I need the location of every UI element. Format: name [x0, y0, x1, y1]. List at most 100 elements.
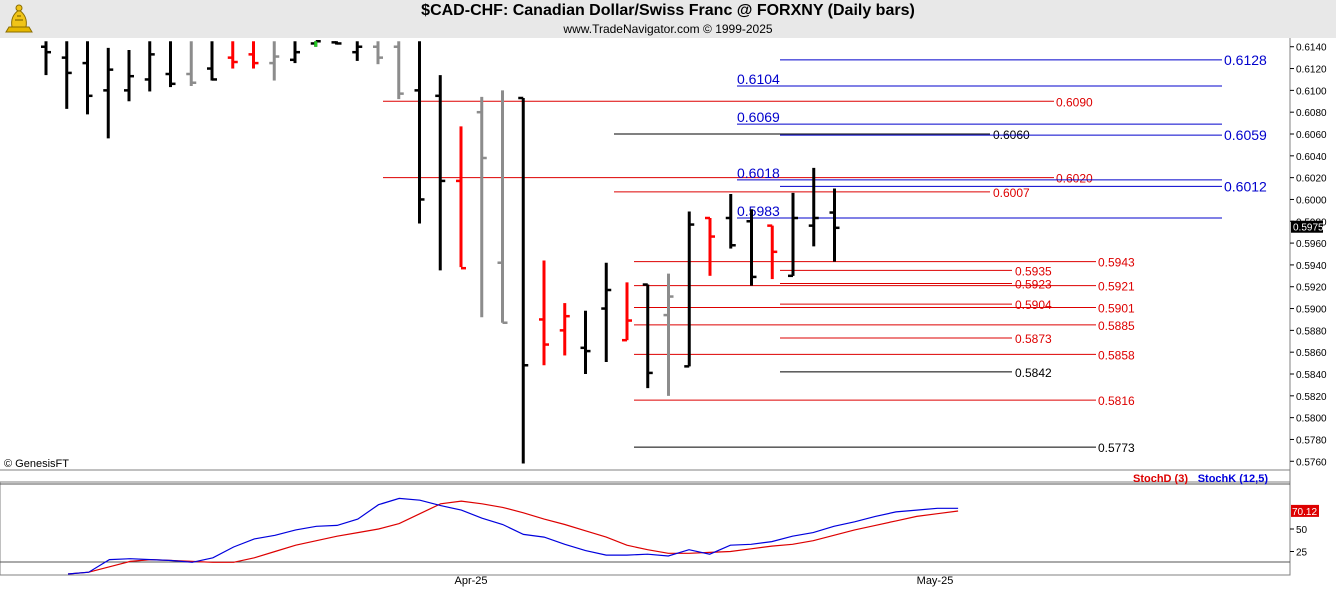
level-label: 0.5885	[1098, 319, 1135, 333]
ohlc-bar	[622, 282, 632, 342]
level-label: 0.5842	[1015, 366, 1052, 380]
price-tick-label: 0.5840	[1296, 370, 1327, 381]
price-tick-label: 0.5900	[1296, 305, 1327, 316]
ohlc-bar	[518, 96, 529, 464]
ohlc-bar	[310, 40, 321, 47]
ohlc-bar	[746, 209, 757, 286]
price-tick-label: 0.6080	[1296, 108, 1327, 119]
stoch-last-box	[1291, 504, 1319, 517]
ohlc-bar	[725, 194, 736, 249]
trade-navigator-logo-icon	[5, 4, 33, 33]
ohlc-bar	[829, 188, 840, 262]
ohlc-bar	[393, 41, 404, 100]
ohlc-bar	[227, 41, 238, 69]
level-label: 0.6128	[1224, 52, 1267, 68]
level-label: 0.6020	[1056, 172, 1093, 186]
ohlc-bar	[435, 75, 446, 271]
level-label: 0.5901	[1098, 301, 1135, 315]
stoch-series-line	[67, 497, 959, 575]
ohlc-bar	[580, 310, 591, 374]
price-tick-label: 0.5800	[1296, 414, 1327, 425]
level-label: 0.5858	[1098, 348, 1135, 362]
price-tick-label: 0.6020	[1296, 174, 1327, 185]
price-tick-label: 0.6140	[1296, 43, 1327, 54]
level-label: 0.5773	[1098, 441, 1135, 455]
price-tick-label: 0.5880	[1296, 326, 1327, 337]
ohlc-bar	[684, 211, 695, 368]
stochastic-axis: 50 25 70.12	[1290, 504, 1319, 559]
ohlc-bar	[186, 41, 197, 86]
stochastic-panel	[0, 481, 1291, 576]
level-label: 0.5921	[1098, 280, 1135, 294]
level-label: 0.5943	[1098, 256, 1135, 270]
level-label: 0.5935	[1015, 264, 1052, 278]
ohlc-bar	[788, 192, 798, 278]
ohlc-bar	[414, 41, 425, 224]
level-label: 0.6007	[993, 186, 1030, 200]
chart-subtitle: www.TradeNavigator.com © 1999-2025	[563, 22, 773, 36]
level-label: 0.5816	[1098, 394, 1135, 408]
ohlc-bar	[144, 41, 155, 92]
level-label: 0.6018	[737, 165, 780, 181]
level-label: 0.6104	[737, 71, 780, 87]
price-tick-label: 0.5760	[1296, 457, 1327, 468]
price-tick-label: 0.5820	[1296, 392, 1327, 403]
ohlc-bar	[352, 41, 363, 61]
price-axis-background	[1291, 38, 1336, 591]
level-label: 0.5923	[1015, 277, 1052, 291]
ohlc-bar	[601, 262, 612, 362]
legend-stochk: StochK (12,5)	[1198, 473, 1269, 485]
price-tick-label: 0.6000	[1296, 195, 1327, 206]
chart-title: $CAD-CHF: Canadian Dollar/Swiss Franc @ …	[421, 2, 915, 19]
ohlc-bar	[663, 273, 674, 396]
ohlc-bar	[331, 41, 342, 45]
ohlc-bar	[41, 41, 51, 76]
ohlc-bar	[290, 41, 300, 64]
stoch-tick-label: 25	[1296, 548, 1308, 559]
price-tick-label: 0.5920	[1296, 283, 1327, 294]
price-panel	[0, 38, 1290, 470]
stochastic-lines	[67, 497, 959, 575]
price-tick-label: 0.5960	[1296, 239, 1327, 250]
last-price-box	[1291, 220, 1323, 233]
stoch-series-line	[67, 500, 959, 575]
stoch-last-label: 70.12	[1292, 507, 1317, 518]
ohlc-bar	[248, 41, 259, 69]
chart-header: $CAD-CHF: Canadian Dollar/Swiss Franc @ …	[0, 0, 1336, 38]
ohlc-bar	[82, 41, 93, 115]
ohlc-bar	[269, 41, 280, 81]
ohlc-bar	[124, 50, 134, 102]
price-tick-label: 0.5860	[1296, 348, 1327, 359]
legend-stochd: StochD (3)	[1133, 473, 1188, 485]
ohlc-bar	[767, 224, 778, 280]
ohlc-bar	[476, 96, 487, 318]
ohlc-bar	[61, 41, 72, 109]
x-label-may: May-25	[917, 575, 954, 587]
level-label: 0.6059	[1224, 127, 1267, 143]
ohlc-bar	[456, 126, 466, 270]
last-price-label: 0.5975	[1293, 223, 1324, 234]
price-tick-label: 0.5940	[1296, 261, 1327, 272]
ohlc-bar	[497, 90, 508, 324]
level-label: 0.6090	[1056, 95, 1093, 109]
level-label: 0.6069	[737, 109, 780, 125]
copyright-label: © GenesisFT	[4, 458, 69, 470]
ohlc-bar	[539, 260, 549, 366]
price-tick-label: 0.6120	[1296, 65, 1327, 76]
ohlc-bar	[559, 303, 570, 356]
price-tick-label: 0.6100	[1296, 86, 1327, 97]
level-label: 0.5873	[1015, 332, 1052, 346]
level-label: 0.5983	[737, 203, 780, 219]
price-tick-label: 0.5780	[1296, 435, 1327, 446]
ohlc-bar	[642, 283, 653, 389]
level-label: 0.6012	[1224, 178, 1267, 194]
ohlc-bar	[103, 47, 114, 139]
price-tick-label: 0.6060	[1296, 130, 1327, 141]
price-bars	[41, 40, 840, 464]
ohlc-bar	[705, 216, 715, 276]
price-tick-label: 0.6040	[1296, 152, 1327, 163]
stoch-tick-label: 50	[1296, 525, 1308, 536]
last-price-marker: 0.5975	[1291, 220, 1324, 234]
